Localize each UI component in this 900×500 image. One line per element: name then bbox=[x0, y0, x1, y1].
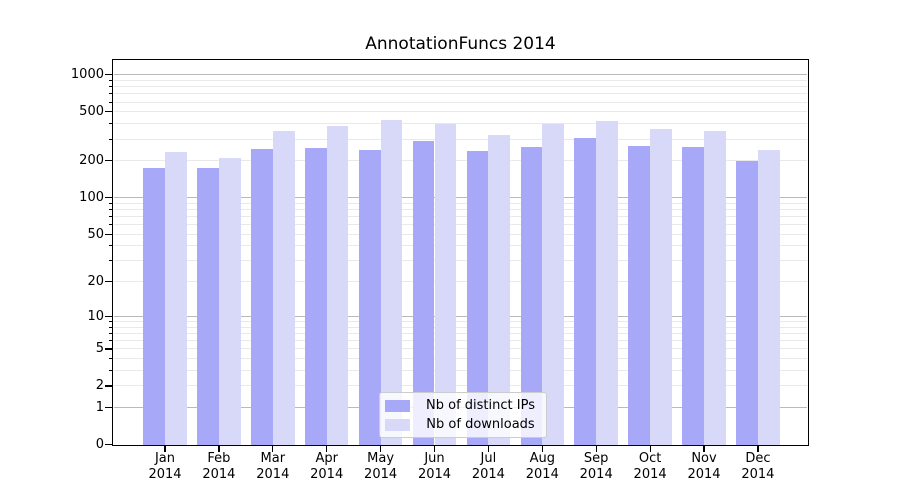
x-tick-label-jul: Jul 2014 bbox=[456, 451, 520, 483]
x-tick-label-oct: Oct 2014 bbox=[618, 451, 682, 483]
y-tick-label-500: 500 bbox=[79, 104, 104, 120]
x-tick-label-apr: Apr 2014 bbox=[295, 451, 359, 483]
x-tick-oct bbox=[649, 446, 651, 452]
x-tick-may bbox=[380, 446, 382, 452]
x-label-month: Nov bbox=[691, 451, 717, 466]
chart-title: AnnotationFuncs 2014 bbox=[365, 34, 556, 54]
y-tick-20 bbox=[105, 281, 112, 283]
y-tick-50 bbox=[105, 233, 112, 235]
x-tick-label-dec: Dec 2014 bbox=[726, 451, 790, 483]
y-tick-label-100: 100 bbox=[79, 190, 104, 206]
y-tick-label-2: 2 bbox=[95, 378, 104, 394]
y-tick-label-10: 10 bbox=[87, 308, 104, 324]
y-tick-label-200: 200 bbox=[79, 153, 104, 169]
x-tick-label-may: May 2014 bbox=[349, 451, 413, 483]
legend-label-distinct-ips: Nb of distinct IPs bbox=[426, 398, 535, 413]
y-tick-label-5: 5 bbox=[95, 341, 104, 357]
x-label-year: 2014 bbox=[741, 467, 775, 482]
x-label-year: 2014 bbox=[633, 467, 667, 482]
x-tick-apr bbox=[326, 446, 328, 452]
x-tick-jan bbox=[164, 446, 166, 452]
x-label-month: Mar bbox=[260, 451, 286, 466]
x-tick-feb bbox=[218, 446, 220, 452]
x-tick-mar bbox=[272, 446, 274, 452]
y-tick-500 bbox=[105, 111, 112, 113]
y-tick-label-0: 0 bbox=[95, 437, 104, 453]
x-tick-aug bbox=[541, 446, 543, 452]
x-label-month: Jul bbox=[480, 451, 497, 466]
y-tick-label-1: 1 bbox=[95, 400, 104, 416]
x-label-year: 2014 bbox=[525, 467, 559, 482]
y-tick-100 bbox=[105, 196, 112, 199]
legend-swatch-downloads bbox=[385, 418, 410, 431]
x-label-year: 2014 bbox=[148, 467, 182, 482]
x-tick-label-mar: Mar 2014 bbox=[241, 451, 305, 483]
plot-border bbox=[112, 59, 809, 446]
x-label-month: Apr bbox=[315, 451, 338, 466]
x-label-year: 2014 bbox=[310, 467, 344, 482]
x-label-year: 2014 bbox=[471, 467, 505, 482]
legend-item-distinct-ips: Nb of distinct IPs bbox=[385, 398, 540, 413]
legend-swatch-distinct-ips bbox=[385, 399, 410, 412]
x-tick-label-nov: Nov 2014 bbox=[672, 451, 736, 483]
x-label-month: May bbox=[367, 451, 395, 466]
x-tick-sep bbox=[595, 446, 597, 452]
x-label-month: Sep bbox=[583, 451, 609, 466]
x-tick-label-jan: Jan 2014 bbox=[133, 451, 197, 483]
x-tick-label-feb: Feb 2014 bbox=[187, 451, 251, 483]
x-tick-jul bbox=[487, 446, 490, 452]
x-tick-dec bbox=[757, 446, 759, 452]
x-label-month: Feb bbox=[207, 451, 231, 466]
y-tick-0 bbox=[105, 444, 112, 446]
y-tick-10 bbox=[105, 315, 112, 318]
x-label-year: 2014 bbox=[256, 467, 290, 482]
x-label-year: 2014 bbox=[687, 467, 721, 482]
y-tick-label-20: 20 bbox=[87, 274, 104, 290]
x-tick-label-sep: Sep 2014 bbox=[564, 451, 628, 483]
x-label-month: Aug bbox=[529, 451, 555, 466]
legend: Nb of distinct IPs Nb of downloads bbox=[379, 392, 547, 438]
y-tick-1 bbox=[105, 407, 112, 409]
y-tick-1000 bbox=[105, 74, 112, 76]
x-tick-nov bbox=[703, 446, 705, 452]
x-label-year: 2014 bbox=[417, 467, 452, 482]
y-tick-200 bbox=[105, 160, 112, 162]
x-tick-label-jun: Jun 2014 bbox=[403, 451, 467, 483]
y-tick-label-1000: 1000 bbox=[70, 67, 104, 83]
x-tick-label-aug: Aug 2014 bbox=[510, 451, 574, 483]
y-tick-5 bbox=[105, 348, 112, 350]
x-label-month: Jan bbox=[154, 451, 176, 466]
y-tick-label-50: 50 bbox=[87, 226, 104, 242]
x-tick-jun bbox=[433, 446, 436, 452]
legend-label-downloads: Nb of downloads bbox=[426, 417, 535, 432]
x-label-year: 2014 bbox=[202, 467, 236, 482]
y-tick-2 bbox=[105, 385, 112, 387]
x-label-year: 2014 bbox=[364, 467, 398, 482]
x-label-month: Dec bbox=[745, 451, 771, 466]
legend-item-downloads: Nb of downloads bbox=[385, 417, 540, 432]
x-label-month: Jun bbox=[424, 451, 445, 466]
x-label-month: Oct bbox=[638, 451, 662, 466]
x-label-year: 2014 bbox=[579, 467, 613, 482]
